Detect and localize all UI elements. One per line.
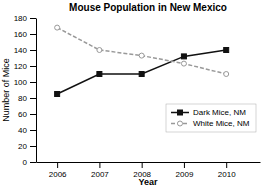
data-point: [224, 48, 229, 53]
y-tick-mark: [30, 130, 36, 131]
y-tick-mark: [30, 82, 36, 83]
y-tick-label: 80: [18, 94, 27, 103]
y-axis: 0 20 40 60 80 100 120 140 160 180: [14, 14, 37, 167]
x-axis-title: Year: [138, 177, 158, 187]
data-point: [139, 53, 144, 58]
chart: Mouse Population in New Mexico 2006 2007 20…: [0, 0, 268, 188]
y-tick: 120: [14, 62, 36, 71]
legend-box: [166, 104, 256, 132]
x-tick-mark: [99, 162, 100, 168]
series-line: [57, 28, 226, 74]
data-point: [97, 72, 102, 77]
y-tick-label: 60: [18, 110, 27, 119]
x-tick-mark: [57, 162, 58, 168]
y-axis-title: Number of Mice: [1, 58, 11, 122]
data-point: [181, 61, 186, 66]
x-tick: 2007: [91, 162, 109, 179]
y-tick-mark: [30, 114, 36, 115]
y-tick: 160: [14, 30, 36, 39]
y-tick: 40: [18, 126, 36, 135]
x-tick: 2006: [49, 162, 67, 179]
y-tick: 100: [14, 78, 36, 87]
y-tick-label: 20: [18, 142, 27, 151]
x-tick-label: 2006: [49, 170, 67, 179]
y-tick-mark: [30, 146, 36, 147]
data-point: [55, 25, 60, 30]
y-tick-label: 100: [14, 78, 28, 87]
data-point: [181, 54, 186, 59]
x-tick-mark: [184, 162, 185, 168]
y-tick-mark: [30, 50, 36, 51]
y-tick-label: 0: [23, 158, 28, 167]
y-tick: 60: [18, 110, 36, 119]
legend-label: Dark Mice, NM: [193, 108, 246, 117]
legend-label: White Mice, NM: [193, 119, 250, 128]
y-tick: 140: [14, 46, 36, 55]
y-tick-mark: [30, 162, 36, 163]
data-point: [139, 72, 144, 77]
y-tick-mark: [30, 18, 36, 19]
data-point: [55, 92, 60, 97]
title: Mouse Population in New Mexico: [69, 2, 227, 13]
y-tick: 180: [14, 14, 36, 23]
x-tick-label: 2009: [176, 170, 194, 179]
data-point: [97, 48, 102, 53]
y-tick: 80: [18, 94, 36, 103]
data-point: [224, 72, 229, 77]
legend: Dark Mice, NM White Mice, NM: [166, 104, 256, 132]
y-tick: 0: [23, 158, 36, 167]
y-tick-mark: [30, 98, 36, 99]
series-line: [57, 50, 226, 94]
y-tick: 20: [18, 142, 36, 151]
x-tick-mark: [142, 162, 143, 168]
y-axis-line: [36, 19, 37, 163]
y-tick-label: 180: [14, 14, 28, 23]
plot-area: [55, 25, 229, 96]
x-tick-label: 2007: [91, 170, 109, 179]
legend-marker: [178, 121, 183, 126]
legend-marker: [178, 110, 183, 115]
y-tick-label: 120: [14, 62, 28, 71]
y-tick-mark: [30, 66, 36, 67]
x-tick: 2009: [176, 162, 194, 179]
x-tick: 2010: [218, 162, 236, 179]
y-tick-label: 140: [14, 46, 28, 55]
y-tick-mark: [30, 34, 36, 35]
y-tick-label: 160: [14, 30, 28, 39]
x-tick-mark: [226, 162, 227, 168]
x-tick-label: 2010: [218, 170, 236, 179]
y-tick-label: 40: [18, 126, 27, 135]
